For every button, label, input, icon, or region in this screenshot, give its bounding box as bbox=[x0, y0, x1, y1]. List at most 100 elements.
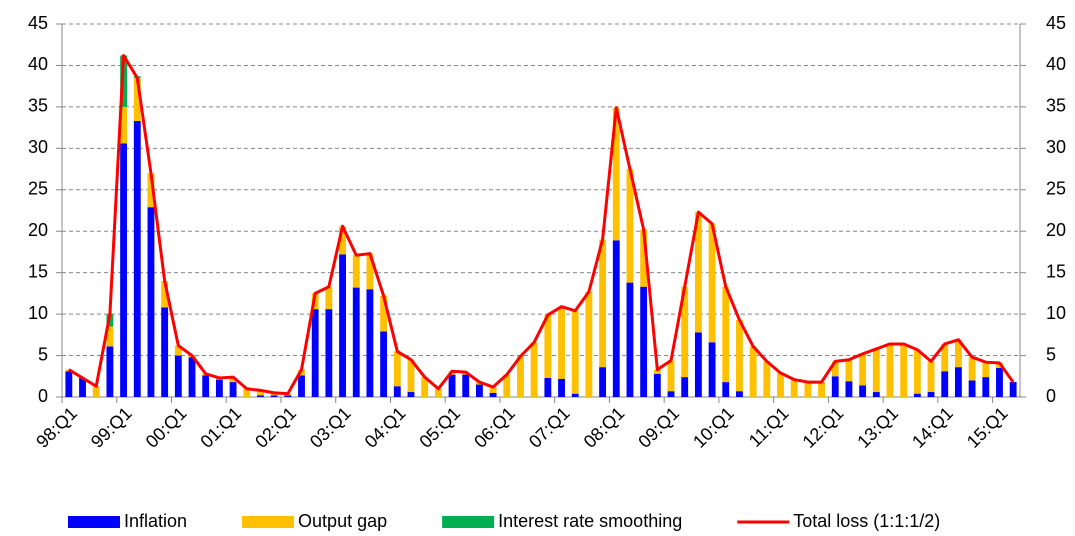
bar-segment bbox=[188, 357, 196, 397]
y-tick-label: 25 bbox=[28, 179, 48, 199]
bar-segment bbox=[311, 309, 319, 397]
bar-segment bbox=[913, 349, 921, 394]
bar-segment bbox=[339, 226, 346, 255]
bar-segment bbox=[393, 386, 401, 397]
bar-segment bbox=[585, 291, 593, 397]
bar-segment bbox=[571, 310, 579, 394]
bar-segment bbox=[284, 395, 292, 397]
bar-segment bbox=[434, 388, 442, 397]
x-tick-label: 15:Q1 bbox=[963, 403, 1012, 452]
bar-segment bbox=[1009, 382, 1017, 397]
bar-segment bbox=[161, 307, 169, 397]
bar-segment bbox=[612, 107, 620, 241]
y2-tick-label: 5 bbox=[1046, 344, 1056, 364]
bar-segment bbox=[640, 229, 648, 287]
x-tick-label: 02:Q1 bbox=[251, 403, 300, 452]
bar-segment bbox=[174, 345, 182, 356]
bar-segment bbox=[489, 387, 497, 393]
bar-segment bbox=[544, 377, 552, 397]
bar-segment bbox=[927, 392, 935, 397]
bar-segment bbox=[407, 359, 415, 393]
bar-segment bbox=[120, 143, 128, 397]
bar-segment bbox=[626, 169, 634, 283]
bar-segment bbox=[270, 395, 278, 397]
bar-segment bbox=[106, 346, 114, 397]
y2-tick-label: 35 bbox=[1046, 96, 1066, 116]
y-tick-label: 30 bbox=[28, 137, 48, 157]
bar-segment bbox=[558, 306, 565, 379]
x-tick-label: 12:Q1 bbox=[799, 403, 848, 452]
bar-segment bbox=[653, 373, 661, 397]
bar-segment bbox=[640, 286, 648, 397]
bar-segment bbox=[831, 361, 839, 377]
bar-segment bbox=[503, 374, 511, 397]
bar-segment bbox=[831, 376, 839, 397]
bar-segment bbox=[325, 286, 333, 310]
bar-segment bbox=[736, 391, 743, 397]
bar-segment bbox=[147, 207, 155, 397]
bar-segment bbox=[215, 379, 223, 397]
bar-segment bbox=[599, 239, 607, 368]
y-tick-label: 20 bbox=[28, 220, 48, 240]
x-tick-label: 06:Q1 bbox=[470, 403, 519, 452]
y2-tick-label: 0 bbox=[1046, 386, 1056, 406]
bar-segment bbox=[667, 360, 675, 392]
bar-segment bbox=[859, 353, 867, 386]
x-tick-label: 08:Q1 bbox=[580, 403, 629, 452]
x-tick-label: 14:Q1 bbox=[908, 403, 957, 452]
bar-segment bbox=[968, 357, 976, 381]
bar-segment bbox=[599, 367, 607, 397]
bar-segment bbox=[366, 289, 374, 397]
bar-segment bbox=[681, 286, 689, 378]
bar-segment bbox=[475, 384, 483, 397]
bar-segment bbox=[790, 379, 798, 397]
bar-segment bbox=[694, 212, 702, 333]
bar-segment bbox=[708, 342, 716, 397]
bar-segment bbox=[653, 369, 661, 374]
bar-segment bbox=[612, 240, 620, 397]
bar-segment bbox=[325, 309, 333, 397]
bar-segment bbox=[982, 377, 990, 397]
bar-segment bbox=[544, 314, 552, 378]
bar-segment bbox=[708, 223, 716, 343]
x-tick-label: 13:Q1 bbox=[853, 403, 902, 452]
bar-segment bbox=[859, 385, 867, 397]
y-tick-label: 10 bbox=[28, 303, 48, 323]
bar-segment bbox=[722, 382, 730, 397]
bar-segment bbox=[229, 382, 237, 397]
bar-segment bbox=[681, 377, 689, 397]
legend-label: Interest rate smoothing bbox=[498, 511, 682, 531]
bar-segment bbox=[667, 391, 675, 397]
bar-segment bbox=[872, 392, 880, 397]
x-tick-label: 00:Q1 bbox=[142, 403, 191, 452]
bar-segment bbox=[120, 106, 128, 144]
bar-segment bbox=[79, 377, 86, 397]
bar-segment bbox=[777, 372, 784, 397]
bar-segment bbox=[900, 343, 908, 397]
bar-segment bbox=[407, 392, 415, 397]
legend-label: Inflation bbox=[124, 511, 187, 531]
bar-segment bbox=[913, 393, 921, 397]
bar-segment bbox=[133, 120, 141, 397]
bar-segment bbox=[722, 286, 730, 383]
bar-segment bbox=[517, 356, 524, 397]
y-tick-label: 0 bbox=[38, 386, 48, 406]
y2-tick-label: 15 bbox=[1046, 261, 1066, 281]
bar-segment bbox=[229, 377, 237, 383]
x-tick-label: 09:Q1 bbox=[634, 403, 683, 452]
total-loss-line bbox=[68, 53, 1015, 396]
x-tick-label: 10:Q1 bbox=[689, 403, 738, 452]
y2-tick-label: 20 bbox=[1046, 220, 1066, 240]
bar-segment bbox=[489, 392, 497, 397]
bar-segment bbox=[352, 287, 360, 397]
bar-segment bbox=[161, 280, 169, 308]
bar-segment bbox=[298, 375, 305, 397]
x-tick-label: 05:Q1 bbox=[415, 403, 464, 452]
bar-segment bbox=[558, 378, 565, 397]
x-tick-label: 04:Q1 bbox=[361, 403, 410, 452]
bar-segment bbox=[202, 375, 210, 397]
bar-segment bbox=[352, 255, 360, 288]
bar-segment bbox=[872, 348, 880, 393]
bar-segment bbox=[380, 295, 388, 332]
